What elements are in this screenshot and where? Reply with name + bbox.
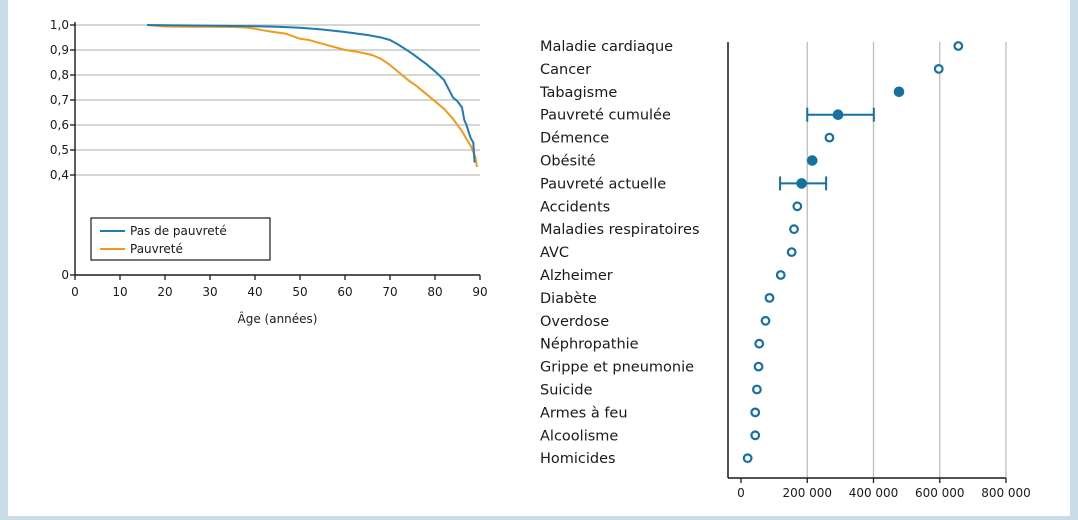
y-tick-label: 0,6 xyxy=(50,118,69,132)
data-point xyxy=(792,201,803,212)
series-line xyxy=(146,24,478,168)
data-point xyxy=(754,338,765,349)
category-label: Obésité xyxy=(540,154,596,170)
data-point xyxy=(750,407,761,418)
mortality-dot-chart: 0 200 000 400 000 600 000 800 000 Maladie car… xyxy=(539,39,1031,500)
data-point xyxy=(893,86,905,98)
category-label: Pauvreté cumulée xyxy=(540,108,671,124)
category-label: Overdose xyxy=(540,314,609,330)
data-point xyxy=(742,453,753,464)
data-point xyxy=(753,361,764,372)
figure-svg: 0 0,4 0,5 0,6 0,7 0,8 0,9 1,0 0 10 20 30 40 50 60 70 80 9… xyxy=(50,18,1031,500)
data-point xyxy=(764,293,775,303)
category-label: AVC xyxy=(540,245,569,261)
data-point xyxy=(806,155,818,166)
x-tick-label: 600 000 xyxy=(915,486,965,500)
survival-line-chart: 0 0,4 0,5 0,6 0,7 0,8 0,9 1,0 0 10 20 30 40 50 60 70 80 9… xyxy=(50,18,488,326)
x-tick-label: 800 000 xyxy=(981,486,1031,500)
x-tick-label: 80 xyxy=(427,285,442,299)
data-point xyxy=(789,224,799,235)
category-label: Armes à feu xyxy=(540,405,628,421)
legend-label: Pauvreté xyxy=(130,242,183,256)
data-point xyxy=(824,132,835,143)
x-tick-label: 20 xyxy=(157,285,172,299)
data-point xyxy=(953,41,964,51)
legend-box xyxy=(90,217,271,261)
y-tick-label: 0 xyxy=(61,268,69,282)
category-label: Maladies respiratoires xyxy=(540,222,700,238)
data-point xyxy=(775,270,786,280)
category-label: Alcoolisme xyxy=(540,428,618,444)
data-point xyxy=(796,178,807,189)
data-point xyxy=(760,315,771,326)
category-label: Tabagisme xyxy=(539,85,617,101)
data-point xyxy=(933,63,944,74)
category-label: Néphropathie xyxy=(540,337,639,353)
category-label: Suicide xyxy=(540,383,593,399)
category-label: Pauvreté actuelle xyxy=(540,176,666,192)
series-line xyxy=(146,24,476,163)
x-tick-label: 0 xyxy=(737,486,745,500)
data-point xyxy=(750,430,761,441)
x-tick-label: 200 000 xyxy=(782,486,832,500)
x-tick-label: 90 xyxy=(472,285,487,299)
y-tick-label: 0,7 xyxy=(50,93,69,107)
x-tick-label: 400 000 xyxy=(849,486,899,500)
category-label: Alzheimer xyxy=(540,268,613,284)
x-tick-label: 10 xyxy=(112,285,127,299)
figure-panel: 0 0,4 0,5 0,6 0,7 0,8 0,9 1,0 0 10 20 30 40 50 60 70 80 9… xyxy=(8,0,1070,516)
category-label: Cancer xyxy=(540,62,591,78)
data-point xyxy=(752,384,762,395)
y-tick-label: 0,4 xyxy=(50,168,69,182)
y-tick-label: 0,5 xyxy=(50,143,69,157)
category-label: Accidents xyxy=(540,199,610,215)
x-tick-label: 50 xyxy=(292,285,307,299)
category-label: Diabète xyxy=(540,291,597,307)
y-tick-label: 1,0 xyxy=(50,18,69,32)
x-tick-label: 30 xyxy=(202,285,217,299)
category-label: Grippe et pneumonie xyxy=(540,360,694,376)
y-tick-label: 0,8 xyxy=(50,68,69,82)
category-label: Maladie cardiaque xyxy=(540,39,673,55)
x-tick-label: 70 xyxy=(382,285,397,299)
x-tick-label: 60 xyxy=(337,285,352,299)
legend-label: Pas de pauvreté xyxy=(130,224,227,238)
x-tick-label: 40 xyxy=(247,285,262,299)
category-label: Démence xyxy=(540,131,609,147)
x-axis-title: Âge (années) xyxy=(238,311,318,326)
x-tick-label: 0 xyxy=(71,285,79,299)
y-tick-label: 0,9 xyxy=(50,43,69,57)
data-point xyxy=(832,109,844,120)
data-point xyxy=(786,247,797,258)
category-label: Homicides xyxy=(540,451,616,467)
